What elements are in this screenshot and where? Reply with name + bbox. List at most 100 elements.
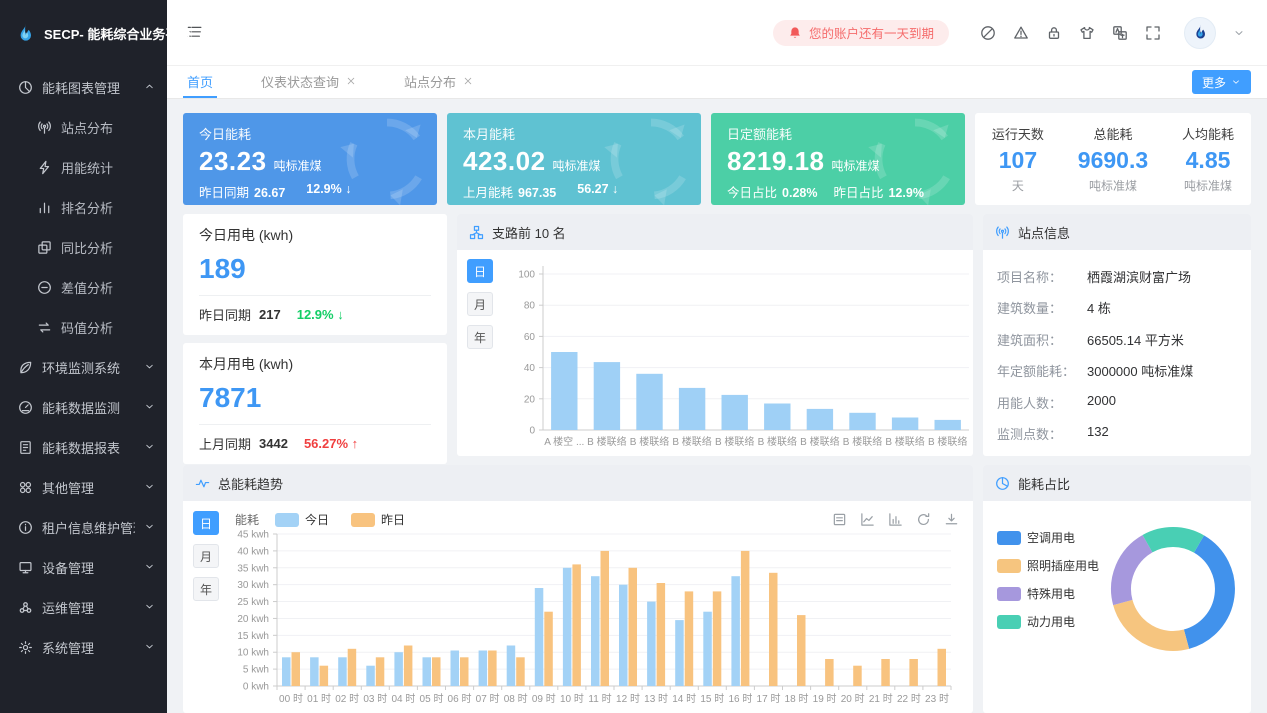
refresh-icon xyxy=(918,513,930,525)
kpi-value: 8219.18 xyxy=(727,146,825,176)
warning-icon[interactable] xyxy=(1013,25,1029,41)
tab-首页[interactable]: 首页 xyxy=(183,66,218,98)
sidebar-subitem-排名分析[interactable]: 排名分析 xyxy=(0,187,167,227)
close-icon xyxy=(347,77,355,85)
svg-text:11 时: 11 时 xyxy=(588,693,611,705)
account-expiry-notice[interactable]: 您的账户还有一天到期 xyxy=(772,19,949,46)
chevron-down-icon xyxy=(146,364,153,368)
legend-今日[interactable]: 今日 xyxy=(275,511,329,528)
legend-动力用电[interactable]: 动力用电 xyxy=(997,613,1099,630)
close-icon[interactable] xyxy=(346,76,356,86)
sidebar-item-系统管理[interactable]: 系统管理 xyxy=(0,627,167,667)
line-chart-icon xyxy=(861,513,874,526)
site-info-row: 建筑面积： 66505.14 平方米 xyxy=(997,332,1184,348)
svg-text:05 时: 05 时 xyxy=(420,693,444,705)
chevron-down-icon xyxy=(1233,80,1239,84)
bar-chart-icon[interactable] xyxy=(888,512,903,527)
usage-card-本月用电 (kwh): 本月用电 (kwh) 7871 上月同期 3442 56.27% ↑ xyxy=(183,343,447,464)
sidebar-subitem-差值分析[interactable]: 差值分析 xyxy=(0,267,167,307)
svg-text:B 楼联络: B 楼联络 xyxy=(672,435,711,448)
download-icon[interactable] xyxy=(944,512,959,527)
user-dropdown-chevron-icon[interactable] xyxy=(1233,27,1245,39)
svg-text:B 楼联络: B 楼联络 xyxy=(630,435,669,448)
svg-text:13 时: 13 时 xyxy=(644,693,668,705)
branch-mode-日[interactable]: 日 xyxy=(467,259,493,283)
kpi-title: 日定额能耗 xyxy=(727,127,793,142)
energy-ratio-donut xyxy=(1111,527,1235,651)
trend-controls: 能耗 今日 昨日 xyxy=(235,511,959,528)
svg-text:0: 0 xyxy=(529,426,535,437)
translate-icon[interactable] xyxy=(1112,25,1128,41)
lock-glyph-icon xyxy=(1048,26,1060,39)
skin-icon[interactable] xyxy=(1079,25,1095,41)
sidebar-item-环境监测系统[interactable]: 环境监测系统 xyxy=(0,347,167,387)
skin-glyph-icon xyxy=(1080,26,1094,39)
fullscreen-icon[interactable] xyxy=(1145,25,1161,41)
kpi-card-今日能耗: 今日能耗 23.23 吨标准煤 昨日同期 26.67 12.9% ↓ xyxy=(183,113,437,205)
trend-mode-月[interactable]: 月 xyxy=(193,544,219,568)
legend-特殊用电[interactable]: 特殊用电 xyxy=(997,585,1099,602)
sidebar-item-其他管理[interactable]: 其他管理 xyxy=(0,467,167,507)
sidebar-item-设备管理[interactable]: 设备管理 xyxy=(0,547,167,587)
sidebar-item-租户信息维护管理[interactable]: 租户信息维护管理 xyxy=(0,507,167,547)
more-button[interactable]: 更多 xyxy=(1191,70,1251,94)
svg-text:18 时: 18 时 xyxy=(785,693,809,705)
legend-昨日[interactable]: 昨日 xyxy=(351,511,405,528)
refresh-icon[interactable] xyxy=(916,512,931,527)
translate-glyph-icon xyxy=(1113,25,1127,40)
fullscreen-glyph-icon xyxy=(1146,25,1160,40)
trend-mode-日[interactable]: 日 xyxy=(193,511,219,535)
sidebar-item-运维管理[interactable]: 运维管理 xyxy=(0,587,167,627)
sidebar-item-能耗数据监测[interactable]: 能耗数据监测 xyxy=(0,387,167,427)
branch-top10-panel: 支路前 10 名 日月年 0 20 40 60 80 100 A 楼空 ... B 楼联络 B … xyxy=(457,214,973,456)
trend-axis-name: 能耗 xyxy=(235,513,260,527)
summary-stat-运行天数: 运行天数 107 天 xyxy=(991,127,1044,193)
dashboard-content: 今日能耗 23.23 吨标准煤 昨日同期 26.67 12.9% ↓ 本月能耗 423.02 吨… xyxy=(167,100,1267,713)
sidebar-item-能耗数据报表[interactable]: 能耗数据报表 xyxy=(0,427,167,467)
kpi-unit: 吨标准煤 xyxy=(273,159,322,173)
lock-icon[interactable] xyxy=(1046,25,1062,41)
site-info-row: 建筑数量： 4 栋 xyxy=(997,301,1111,316)
branch-mode-月[interactable]: 月 xyxy=(467,292,493,316)
legend-空调用电[interactable]: 空调用电 xyxy=(997,529,1099,546)
bar-chart-icon xyxy=(889,513,902,526)
pulse-icon xyxy=(195,476,210,491)
bottom-row: 总能耗趋势 日月年 能耗 今日 昨日 0 kwh 5 kwh 10 kwh 15 kwh… xyxy=(183,465,1251,713)
svg-text:02 时: 02 时 xyxy=(335,693,359,705)
summary-stats-card: 运行天数 107 天总能耗 9690.3 吨标准煤 人均能耗 4.85 吨标准煤 xyxy=(975,113,1251,205)
data-view-icon[interactable] xyxy=(832,512,847,527)
main-area: 您的账户还有一天到期 首页 仪表状态查询 站点分布 更多 xyxy=(167,0,1267,713)
recycle-icon xyxy=(340,118,422,205)
tabs: 首页 仪表状态查询 站点分布 xyxy=(183,66,517,98)
close-icon[interactable] xyxy=(463,76,473,86)
sidebar-subitem-码值分析[interactable]: 码值分析 xyxy=(0,307,167,347)
site-info-row: 上线时间：20191225 xyxy=(997,456,1237,457)
energy-ratio-panel: 能耗占比 空调用电 照明插座用电 特殊用电 动力用电 xyxy=(983,465,1251,713)
svg-text:08 时: 08 时 xyxy=(504,693,528,705)
svg-text:15 kwh: 15 kwh xyxy=(237,631,269,642)
sidebar-item-能耗图表管理[interactable]: 能耗图表管理 xyxy=(0,67,167,107)
site-info-row: 用能人数： 2000 xyxy=(997,392,1116,411)
chevron-down-icon xyxy=(146,644,153,648)
trend-mode-年[interactable]: 年 xyxy=(193,577,219,601)
svg-text:10 kwh: 10 kwh xyxy=(237,648,269,659)
compare-icon xyxy=(38,240,51,254)
line-chart-icon[interactable] xyxy=(860,512,875,527)
avatar-flame-icon xyxy=(1196,24,1205,38)
avatar[interactable] xyxy=(1184,16,1216,49)
svg-text:14 时: 14 时 xyxy=(672,693,696,705)
tab-仪表状态查询[interactable]: 仪表状态查询 xyxy=(257,66,360,98)
branch-mode-年[interactable]: 年 xyxy=(467,325,493,349)
legend-照明插座用电[interactable]: 照明插座用电 xyxy=(997,557,1099,574)
tab-站点分布[interactable]: 站点分布 xyxy=(400,66,477,98)
report-icon xyxy=(20,440,31,454)
sidebar-subitem-同比分析[interactable]: 同比分析 xyxy=(0,227,167,267)
sidebar-subitem-用能统计[interactable]: 用能统计 xyxy=(0,147,167,187)
svg-text:100: 100 xyxy=(518,270,535,281)
svg-text:06 时: 06 时 xyxy=(448,693,472,705)
collapse-menu-icon[interactable] xyxy=(186,23,205,42)
sidebar-subitem-站点分布[interactable]: 站点分布 xyxy=(0,107,167,147)
theme-icon[interactable] xyxy=(980,25,996,41)
kpi-footer: 上月能耗 967.35 56.27 ↓ xyxy=(463,182,619,200)
tab-bar: 首页 仪表状态查询 站点分布 更多 xyxy=(167,66,1267,99)
